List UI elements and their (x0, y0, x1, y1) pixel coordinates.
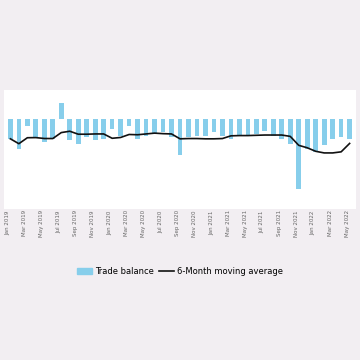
Bar (186, 119, 191, 137)
Bar (237, 119, 242, 136)
Bar (271, 119, 276, 136)
Legend: Trade balance, 6-Month moving average: Trade balance, 6-Month moving average (77, 267, 283, 276)
Bar (25, 119, 30, 126)
Bar (127, 119, 131, 126)
Bar (93, 119, 98, 140)
Bar (262, 119, 267, 131)
Bar (17, 119, 21, 149)
Bar (220, 119, 225, 136)
Bar (339, 119, 343, 137)
Bar (305, 119, 310, 149)
Bar (254, 119, 258, 134)
Bar (50, 119, 55, 139)
Bar (33, 119, 38, 137)
Bar (118, 119, 123, 136)
Bar (212, 119, 216, 132)
Bar (313, 119, 318, 152)
Bar (76, 119, 81, 144)
Bar (279, 119, 284, 139)
Bar (59, 103, 64, 119)
Bar (67, 119, 72, 140)
Bar (203, 119, 208, 136)
Bar (42, 119, 47, 142)
Bar (296, 119, 301, 189)
Bar (330, 119, 335, 139)
Bar (322, 119, 327, 145)
Bar (84, 119, 89, 137)
Bar (135, 119, 140, 139)
Bar (288, 119, 293, 144)
Bar (178, 119, 182, 155)
Bar (169, 119, 174, 137)
Bar (161, 119, 165, 132)
Bar (229, 119, 233, 139)
Bar (144, 119, 148, 136)
Bar (195, 119, 199, 136)
Bar (347, 119, 352, 139)
Bar (246, 119, 250, 136)
Bar (110, 119, 114, 129)
Bar (8, 119, 13, 139)
Bar (152, 119, 157, 134)
Bar (102, 119, 106, 139)
